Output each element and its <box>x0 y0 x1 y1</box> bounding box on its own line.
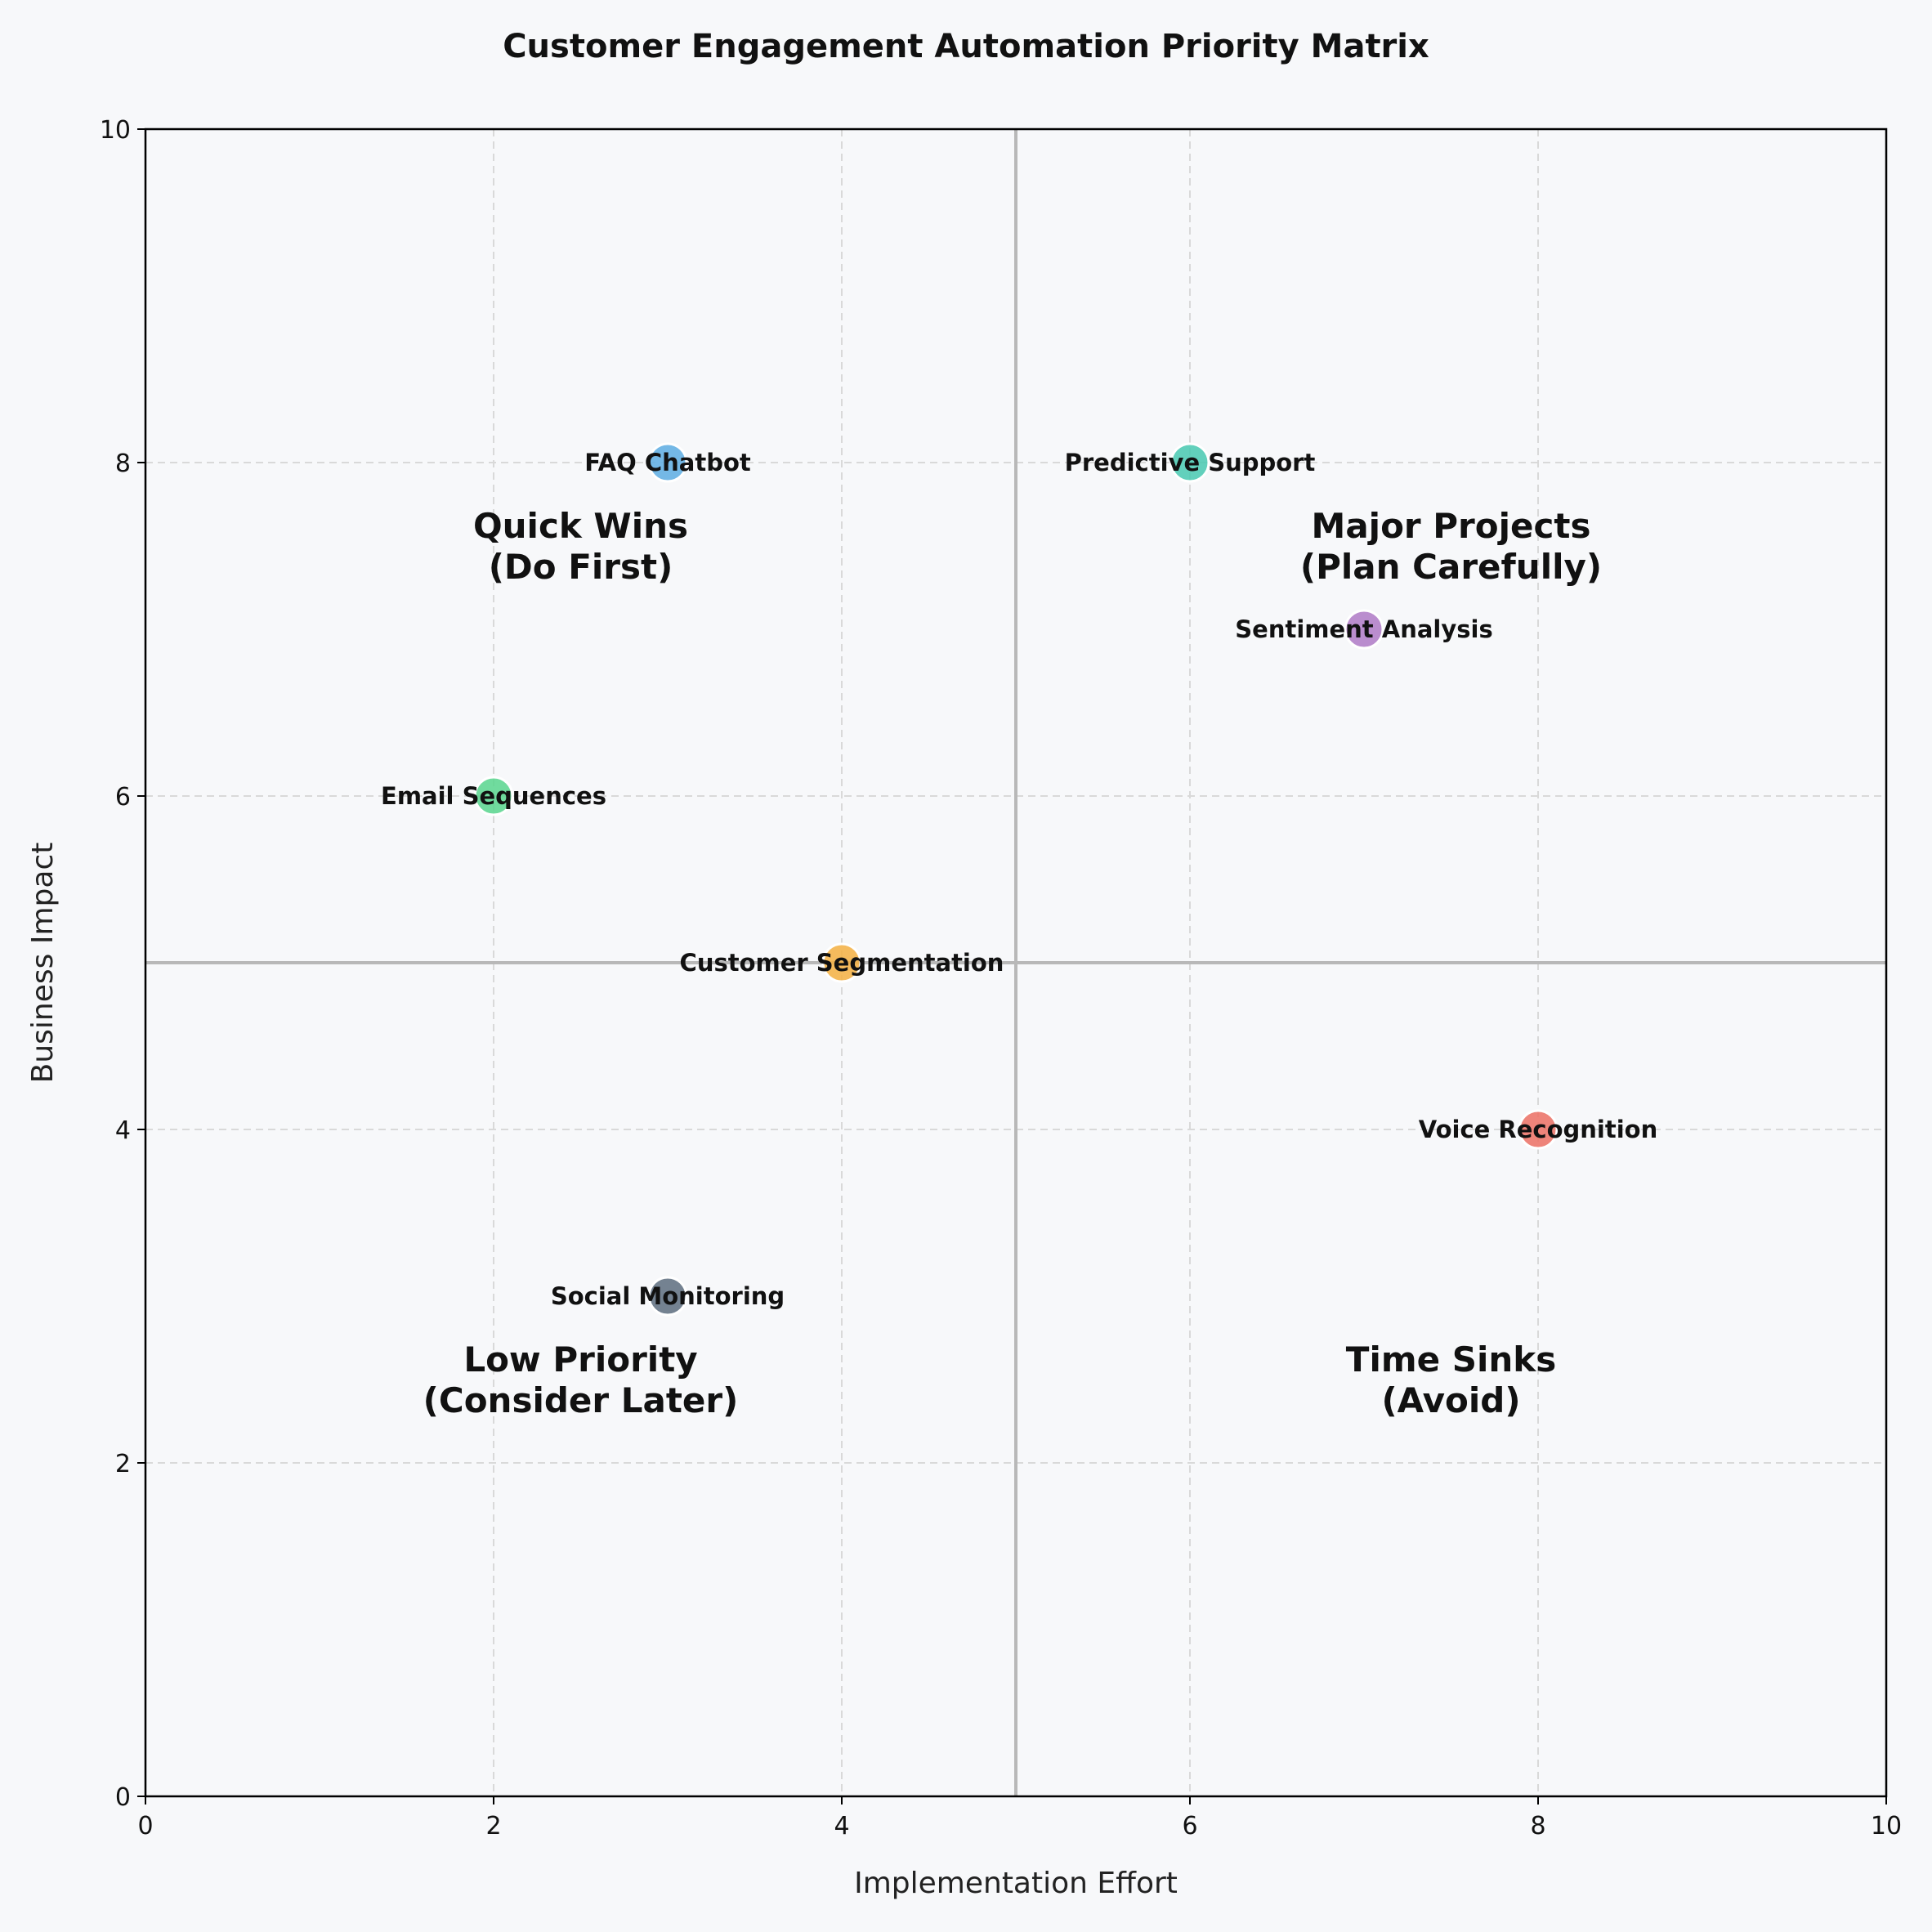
data-point-label: Voice Recognition <box>1419 1116 1658 1143</box>
data-point <box>647 1276 688 1317</box>
quadrant-labels: Quick Wins(Do First) Major Projects(Plan … <box>423 506 1602 1420</box>
y-tick-label: 2 <box>115 1450 131 1478</box>
data-point <box>473 776 514 816</box>
chart-title: Customer Engagement Automation Priority … <box>503 28 1429 65</box>
y-tick-label: 8 <box>115 449 131 478</box>
data-point <box>1344 609 1384 650</box>
x-tick-label: 10 <box>1871 1812 1902 1840</box>
data-point-label: Sentiment Analysis <box>1235 615 1492 643</box>
quadrant-title: Low Priority <box>463 1339 697 1380</box>
y-tick-label: 4 <box>115 1116 131 1145</box>
quadrant-subtitle: (Plan Carefully) <box>1300 547 1602 587</box>
quadrant-subtitle: (Consider Later) <box>423 1380 739 1420</box>
x-tick-label: 8 <box>1530 1812 1545 1840</box>
data-point <box>821 942 862 983</box>
y-tick-label: 0 <box>115 1783 131 1812</box>
data-point-label: Predictive Support <box>1065 449 1316 476</box>
x-tick-label: 4 <box>834 1812 849 1840</box>
x-tick-label: 6 <box>1182 1812 1197 1840</box>
quadrant-title: Quick Wins <box>473 506 688 546</box>
quadrant-subtitle: (Do First) <box>489 547 673 587</box>
quadrant-title: Major Projects <box>1312 506 1591 546</box>
point-labels: FAQ Chatbot Predictive Support Sentiment A… <box>381 449 1657 1310</box>
data-point-label: Social Monitoring <box>551 1282 785 1310</box>
quadrant-subtitle: (Avoid) <box>1381 1380 1520 1420</box>
x-tick-label: 0 <box>137 1812 153 1840</box>
quadrant-dividers <box>145 129 1886 1796</box>
data-point-label: Customer Segmentation <box>680 949 1004 977</box>
quadrant-title: Time Sinks <box>1346 1339 1556 1380</box>
axis-ticks: 0 2 4 6 8 10 0 2 4 6 8 10 <box>100 116 1902 1840</box>
data-points <box>473 442 1559 1317</box>
data-point <box>1518 1109 1559 1150</box>
y-tick-label: 6 <box>115 783 131 812</box>
data-point <box>647 442 688 483</box>
y-axis-label: Business Impact <box>26 843 60 1084</box>
data-point <box>1169 442 1210 483</box>
x-axis-label: Implementation Effort <box>854 1867 1178 1900</box>
data-point-label: Email Sequences <box>381 782 606 810</box>
plot-frame <box>144 127 1888 1798</box>
x-tick-label: 2 <box>485 1812 501 1840</box>
data-point-label: FAQ Chatbot <box>584 449 751 476</box>
y-tick-label: 10 <box>100 116 131 145</box>
